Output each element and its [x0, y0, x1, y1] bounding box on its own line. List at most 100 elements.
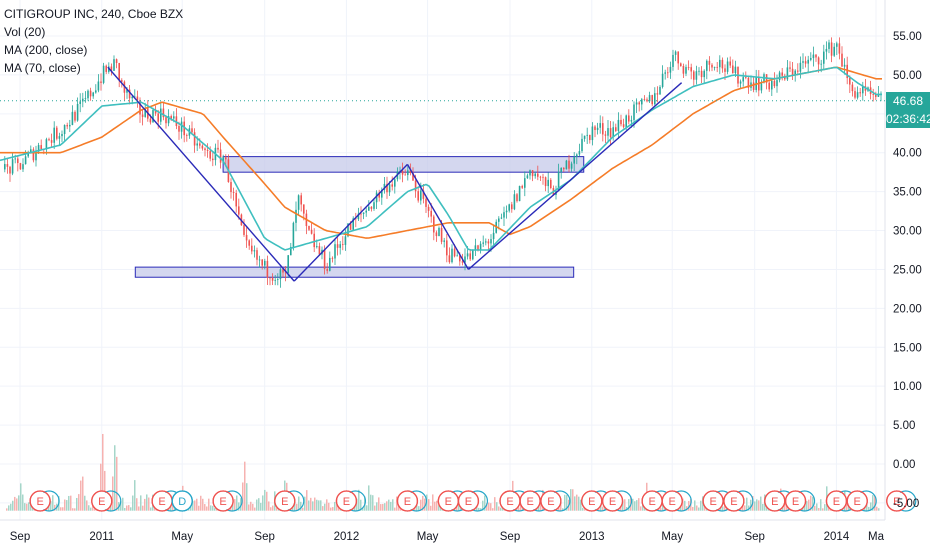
candle-body	[810, 58, 812, 60]
trend-line[interactable]	[107, 66, 295, 282]
candle-body	[292, 222, 295, 247]
candle-body	[433, 216, 435, 233]
volume-bar	[688, 500, 690, 511]
ma70-path	[0, 66, 882, 251]
trend-line[interactable]	[467, 82, 683, 270]
volume-bar	[634, 501, 636, 511]
earnings-marker[interactable]: E	[335, 490, 367, 512]
volume-bar	[384, 503, 386, 511]
earnings-marker[interactable]: E	[540, 490, 571, 512]
y-tick-label: 5.00	[893, 420, 915, 432]
volume-bar	[682, 498, 684, 511]
volume-bar	[306, 490, 308, 511]
candle-body	[557, 172, 560, 192]
candle-body	[269, 277, 271, 279]
dividend-marker[interactable]: D	[171, 490, 193, 512]
earnings-marker[interactable]: E	[457, 490, 489, 512]
volume-bar	[360, 499, 362, 511]
earnings-marker[interactable]: E	[91, 490, 122, 512]
x-tick-label: May	[171, 531, 193, 543]
candle-body	[217, 147, 219, 150]
candle-body	[404, 174, 406, 176]
candle-body	[53, 127, 55, 143]
volume-bar	[266, 491, 268, 511]
earnings-marker[interactable]: E	[437, 490, 468, 512]
candle-body	[607, 128, 609, 136]
candle-body	[409, 170, 412, 173]
volume-bar	[244, 461, 246, 511]
ma70-indicator-label[interactable]: MA (70, close)	[4, 61, 81, 75]
candle-body	[729, 61, 731, 66]
volume-bar	[760, 496, 762, 511]
trend-lines[interactable]	[0, 66, 885, 282]
earnings-marker[interactable]: E	[886, 490, 917, 512]
volume-bar	[150, 507, 152, 511]
candle-body	[807, 59, 809, 64]
volume-bar	[424, 498, 426, 511]
volume-bar	[206, 506, 208, 511]
earnings-marker[interactable]: E	[29, 490, 60, 512]
earnings-marker[interactable]: E	[581, 490, 612, 512]
trend-line[interactable]	[293, 163, 408, 282]
candle-body	[412, 172, 414, 181]
candle-body	[448, 255, 451, 263]
volume-bar	[74, 508, 76, 511]
candle-body	[383, 183, 386, 190]
volume-bar	[684, 500, 686, 511]
volume-bar	[660, 507, 662, 511]
volume-bar	[818, 508, 820, 511]
candle-body	[747, 77, 750, 88]
price-scale-panel[interactable]	[885, 0, 932, 520]
volume-bar	[116, 456, 118, 511]
earnings-marker[interactable]: E	[396, 490, 428, 512]
candle-body	[490, 239, 492, 244]
earnings-marker[interactable]: E	[499, 490, 530, 512]
support-resistance-zones[interactable]	[134, 156, 585, 278]
earnings-marker[interactable]: E	[825, 490, 857, 512]
candle-body	[238, 206, 240, 215]
candle-body	[776, 80, 778, 87]
candle-body	[513, 194, 516, 210]
earnings-marker[interactable]: E	[151, 490, 182, 512]
earnings-marker[interactable]: E	[212, 490, 243, 512]
price-zone[interactable]	[134, 266, 575, 278]
candle-body	[243, 225, 245, 235]
candle-body	[175, 116, 178, 127]
candle-body	[695, 71, 698, 80]
volume-bar	[318, 500, 320, 511]
candle-body	[716, 66, 718, 68]
y-tick-label: 35.00	[893, 187, 922, 199]
symbol-title[interactable]: CITIGROUP INC, 240, Cboe BZX	[4, 7, 184, 21]
earnings-marker[interactable]: E	[641, 490, 672, 512]
candle-body	[568, 160, 570, 169]
candle-body	[576, 154, 578, 157]
earnings-marker[interactable]: E	[601, 490, 633, 512]
volume-indicator-label[interactable]: Vol (20)	[4, 25, 46, 39]
candle-body	[745, 77, 747, 78]
price-zone[interactable]	[222, 156, 585, 173]
earnings-marker[interactable]: E	[723, 490, 754, 512]
candle-body	[833, 46, 835, 56]
volume-bar	[490, 503, 492, 511]
earnings-marker[interactable]: E	[702, 490, 733, 512]
earnings-marker[interactable]: E	[784, 490, 816, 512]
earnings-marker[interactable]: E	[661, 490, 692, 512]
candle-body	[323, 249, 326, 270]
volume-bar	[196, 498, 198, 511]
ma200-indicator-label[interactable]: MA (200, close)	[4, 43, 88, 57]
volume-bar	[238, 502, 240, 511]
time-scale-panel[interactable]	[0, 520, 932, 550]
volume-bar	[662, 503, 664, 511]
earnings-marker[interactable]: E	[274, 490, 305, 512]
earnings-marker[interactable]: E	[519, 490, 550, 512]
candle-body	[625, 115, 627, 127]
earnings-marker[interactable]: E	[846, 490, 877, 512]
candle-body	[693, 71, 695, 80]
trend-line[interactable]	[406, 164, 470, 270]
candle-body	[485, 241, 487, 243]
candle-body	[79, 101, 81, 104]
ma70-line	[0, 66, 882, 251]
candle-body	[365, 210, 367, 213]
